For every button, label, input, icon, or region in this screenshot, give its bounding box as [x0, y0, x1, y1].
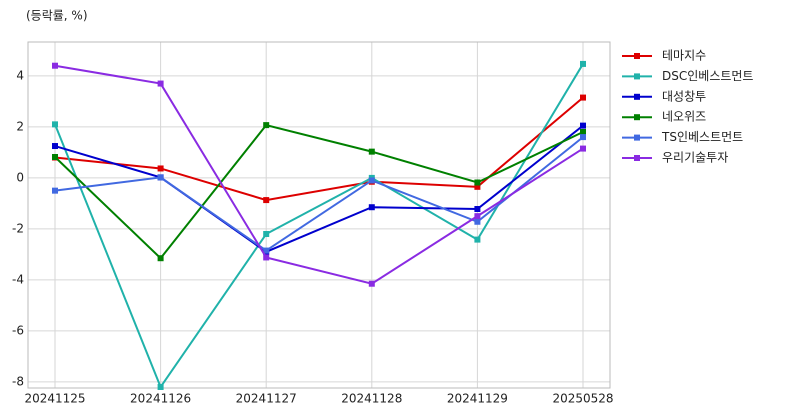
point [368, 204, 375, 211]
point [474, 179, 481, 186]
x-tick-label: 20241128 [341, 392, 402, 406]
legend-label: TS인베스트먼트 [661, 130, 743, 144]
point [52, 153, 58, 160]
point [474, 206, 481, 213]
x-tick-label: 20241126 [130, 392, 191, 406]
point [580, 129, 586, 136]
point [474, 183, 481, 190]
point [580, 122, 586, 129]
point [263, 247, 270, 254]
point [263, 254, 270, 261]
point [52, 62, 58, 69]
point [474, 213, 481, 220]
point [52, 187, 58, 194]
point [52, 143, 58, 150]
legend-label: 우리기술투자 [662, 151, 728, 165]
legend-marker [634, 155, 640, 161]
point [580, 94, 586, 101]
y-tick-label: 2 [16, 119, 24, 133]
series-line [54, 96, 584, 202]
series-line [54, 123, 584, 260]
chart-title: (등락률, %) [26, 9, 88, 23]
legend-label: DSC인베스트먼트 [662, 69, 753, 83]
series-line [54, 64, 584, 285]
legend-label: 네오위즈 [662, 110, 706, 124]
legend-label: 대성창투 [662, 89, 706, 103]
series-line [54, 124, 584, 253]
point [157, 165, 164, 172]
y-tick-label: -2 [12, 221, 24, 235]
x-tick-label: 20250528 [552, 392, 613, 406]
point [52, 121, 58, 128]
point [157, 383, 164, 390]
x-tick-label: 20241127 [236, 392, 297, 406]
x-tick-label: 20241125 [24, 392, 85, 406]
point [368, 148, 375, 155]
y-tick-label: 4 [16, 68, 24, 82]
point [368, 177, 375, 184]
legend-marker [634, 134, 640, 141]
point [368, 280, 375, 287]
point [157, 174, 164, 181]
y-tick-label: -4 [12, 272, 24, 286]
point [157, 255, 164, 262]
point [263, 230, 270, 237]
x-tick-label: 20241129 [447, 392, 508, 406]
series-line [54, 63, 584, 390]
series-line [54, 136, 584, 252]
point [580, 60, 586, 67]
point [580, 145, 586, 152]
point [580, 134, 586, 141]
legend-label: 테마지수 [662, 49, 706, 63]
legend-marker [634, 93, 640, 100]
legend-marker [634, 53, 640, 59]
point [263, 197, 270, 204]
legend-marker [634, 73, 640, 80]
y-tick-label: -6 [12, 323, 24, 337]
point [263, 122, 270, 129]
point [474, 236, 481, 243]
plot-frame [27, 41, 611, 389]
y-tick-label: -8 [12, 374, 24, 388]
legend-marker [634, 114, 640, 121]
point [157, 80, 164, 87]
y-tick-label: 0 [16, 170, 24, 184]
point [474, 218, 481, 225]
